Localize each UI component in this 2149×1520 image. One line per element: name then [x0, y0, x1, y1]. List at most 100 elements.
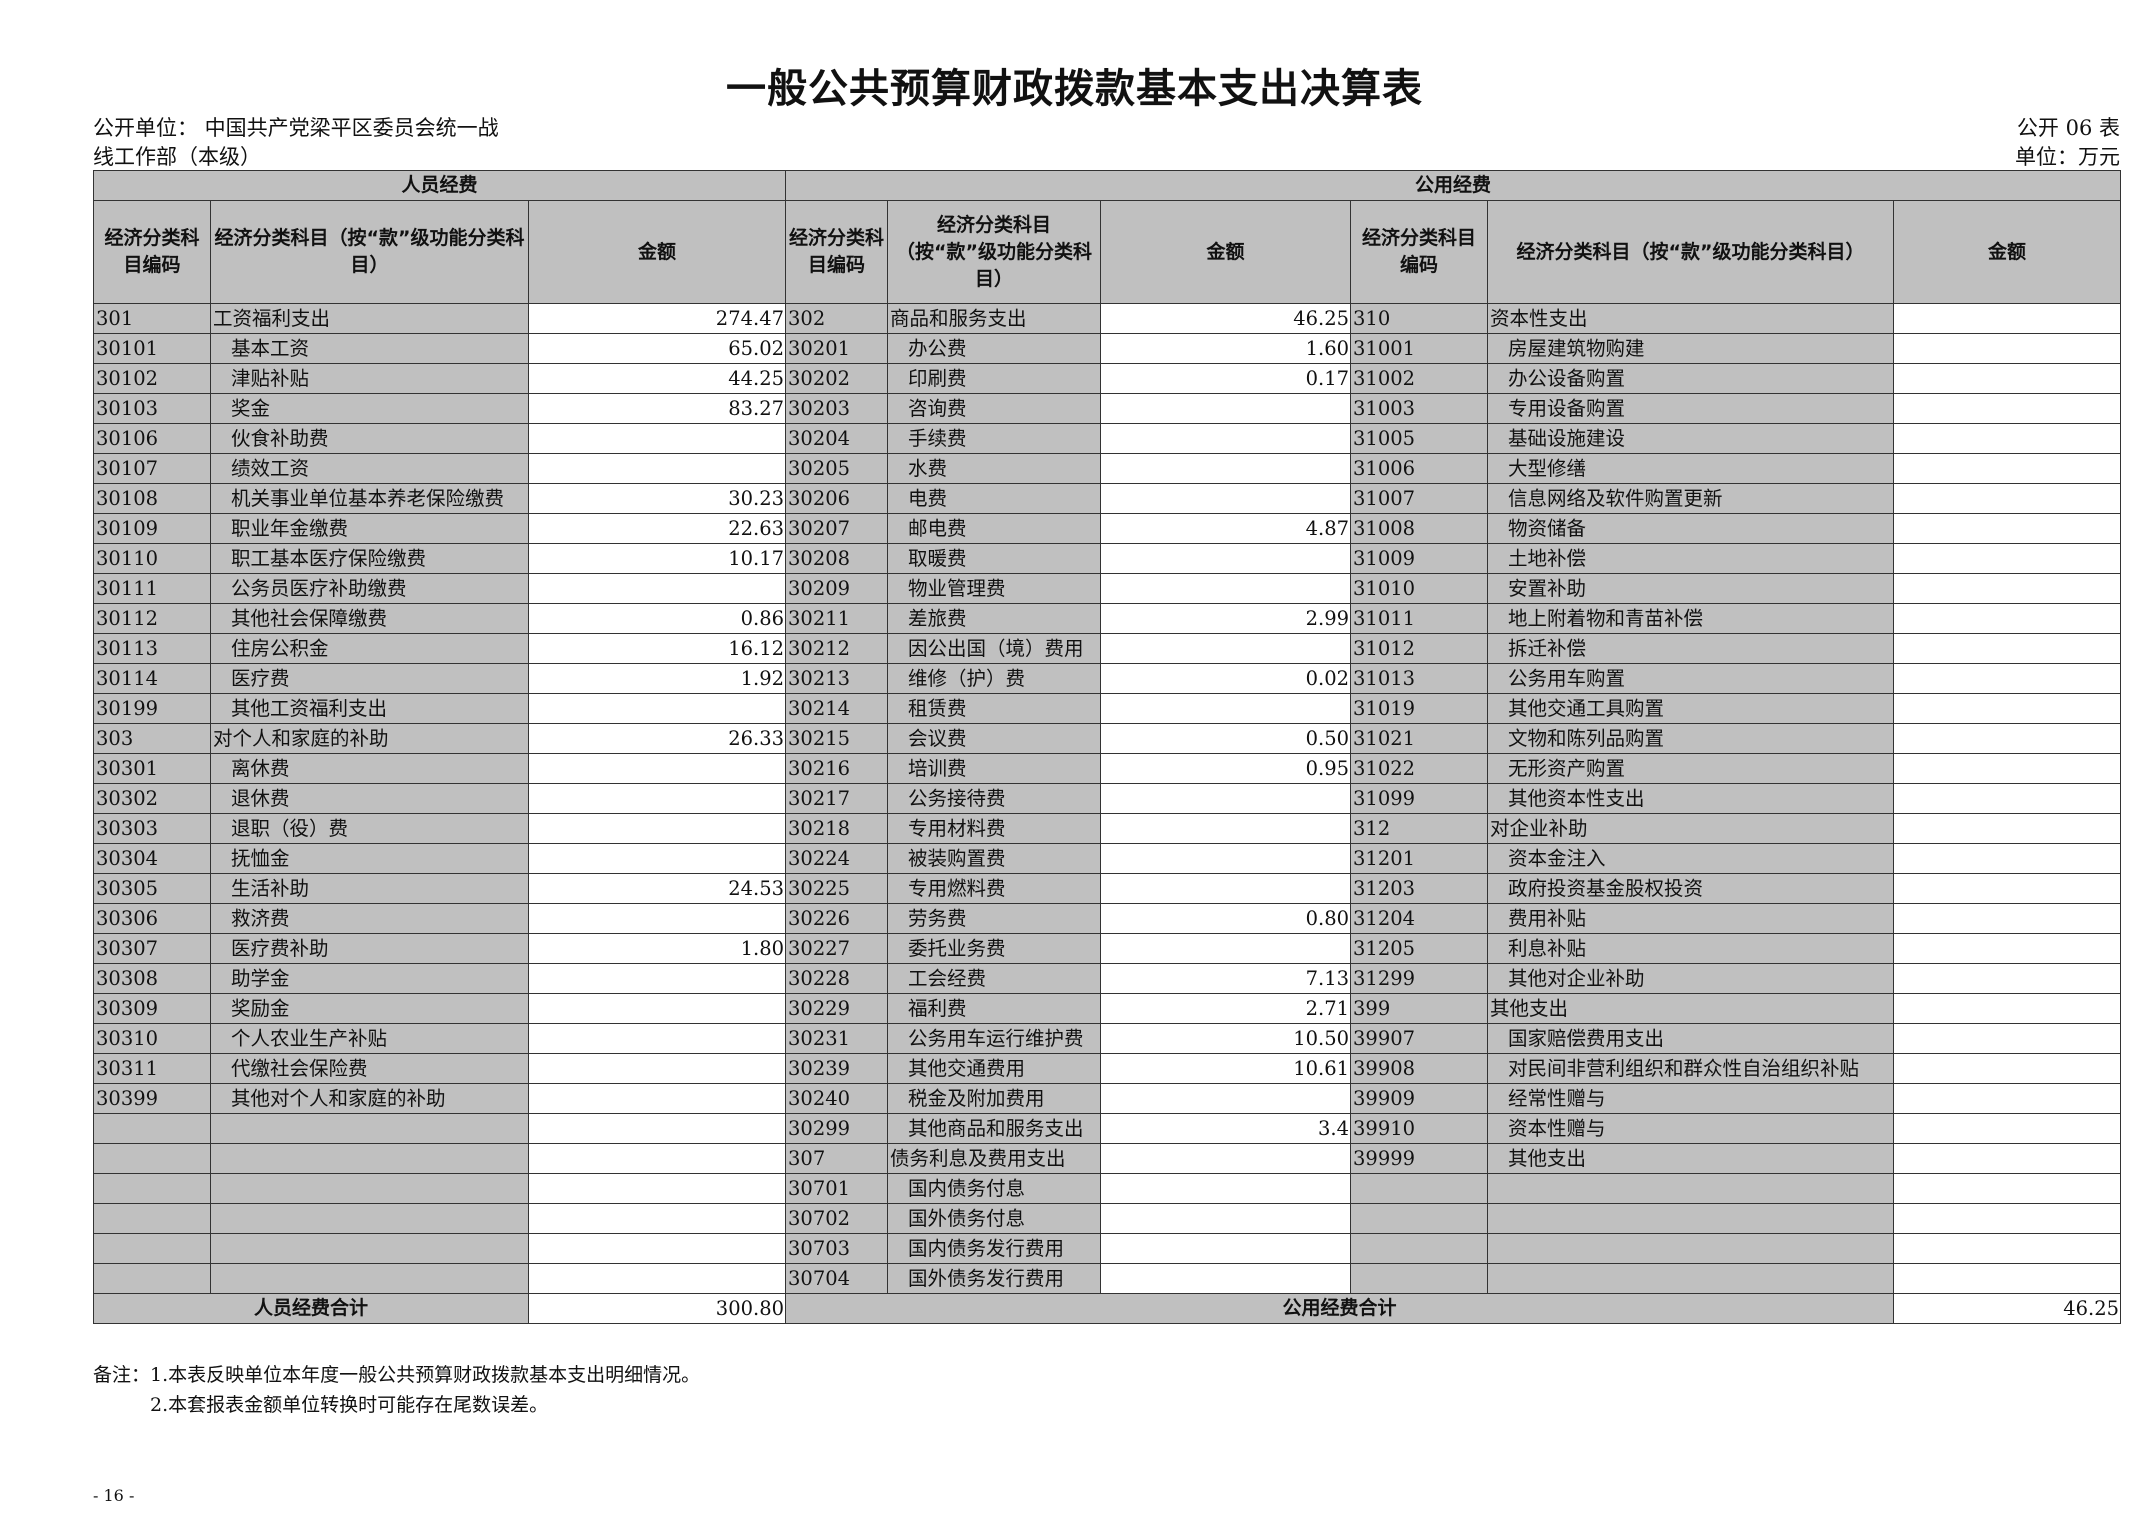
- item-amount: [1100, 423, 1352, 454]
- item-amount: 10.50: [1100, 1023, 1352, 1054]
- item-name: 政府投资基金股权投资: [1487, 873, 1895, 904]
- item-code: 30206: [785, 483, 889, 514]
- expenditure-table: 人员经费 公用经费 经济分类科目编码 经济分类科目（按“款”级功能分类科目） 金…: [92, 170, 2122, 1324]
- item-name: 被装购置费: [887, 843, 1102, 874]
- item-amount: 46.25: [1100, 303, 1352, 334]
- item-name: 租赁费: [887, 693, 1102, 724]
- item-amount: 83.27: [527, 393, 787, 424]
- item-code: 30112: [93, 603, 211, 634]
- header-code: 经济分类科目编码: [785, 200, 889, 304]
- item-name: 其他支出: [1487, 1143, 1895, 1174]
- item-code: 39909: [1350, 1083, 1489, 1114]
- item-code: [93, 1233, 211, 1264]
- item-amount: [1893, 873, 2122, 904]
- item-name: 因公出国（境）费用: [887, 633, 1102, 664]
- item-amount: [1100, 1143, 1352, 1174]
- item-name: 工会经费: [887, 963, 1102, 994]
- item-name: [210, 1173, 529, 1204]
- item-name: 对企业补助: [1487, 813, 1895, 844]
- item-code: 30204: [785, 423, 889, 454]
- item-amount: [1100, 1203, 1352, 1234]
- item-code: 31008: [1350, 513, 1489, 544]
- item-name: 信息网络及软件购置更新: [1487, 483, 1895, 514]
- item-amount: 44.25: [527, 363, 787, 394]
- item-amount: 0.80: [1100, 903, 1352, 934]
- table-row: 30110 职工基本医疗保险缴费 10.17 30208 取暖费 31009 土地补偿: [93, 543, 2122, 574]
- item-amount: 26.33: [527, 723, 787, 754]
- item-amount: [1893, 363, 2122, 394]
- item-code: 30111: [93, 573, 211, 604]
- item-code: 30307: [93, 933, 211, 964]
- item-code: 30113: [93, 633, 211, 664]
- item-amount: 16.12: [527, 633, 787, 664]
- item-amount: [1100, 873, 1352, 904]
- item-name: 土地补偿: [1487, 543, 1895, 574]
- table-row: 30102 津贴补贴 44.25 30202 印刷费 0.17 31002 办公设备购置: [93, 363, 2122, 394]
- item-code: [1350, 1233, 1489, 1264]
- item-amount: [527, 993, 787, 1024]
- item-name: 房屋建筑物购建: [1487, 333, 1895, 364]
- item-amount: [1893, 633, 2122, 664]
- item-code: 30702: [785, 1203, 889, 1234]
- item-amount: [527, 903, 787, 934]
- item-name: 印刷费: [887, 363, 1102, 394]
- item-code: 30704: [785, 1263, 889, 1294]
- item-amount: [1100, 693, 1352, 724]
- table-row: 30308 助学金 30228 工会经费 7.13 31299 其他对企业补助: [93, 963, 2122, 994]
- header-name: 经济分类科目（按“款”级功能分类科目）: [210, 200, 529, 304]
- item-amount: [1893, 723, 2122, 754]
- header-name: 经济分类科目（按“款”级功能分类科目）: [887, 200, 1102, 304]
- item-code: 30304: [93, 843, 211, 874]
- item-name: 物资储备: [1487, 513, 1895, 544]
- item-code: 30212: [785, 633, 889, 664]
- item-name: [210, 1263, 529, 1294]
- table-row: 30301 离休费 30216 培训费 0.95 31022 无形资产购置: [93, 753, 2122, 784]
- item-code: 39908: [1350, 1053, 1489, 1084]
- item-amount: [527, 1083, 787, 1114]
- table-row: 30399 其他对个人和家庭的补助 30240 税金及附加费用 39909 经常性赠与: [93, 1083, 2122, 1114]
- item-code: 30703: [785, 1233, 889, 1264]
- item-name: 利息补贴: [1487, 933, 1895, 964]
- item-amount: [527, 843, 787, 874]
- item-amount: [1100, 813, 1352, 844]
- table-row: 30299 其他商品和服务支出 3.4 39910 资本性赠与: [93, 1113, 2122, 1144]
- item-code: 399: [1350, 993, 1489, 1024]
- item-code: 30208: [785, 543, 889, 574]
- table-row: 30307 医疗费补助 1.80 30227 委托业务费 31205 利息补贴: [93, 933, 2122, 964]
- item-name: 资本金注入: [1487, 843, 1895, 874]
- table-row: 30109 职业年金缴费 22.63 30207 邮电费 4.87 31008 物资储备: [93, 513, 2122, 544]
- item-amount: 24.53: [527, 873, 787, 904]
- item-code: [93, 1113, 211, 1144]
- item-amount: [527, 813, 787, 844]
- item-name: 专用燃料费: [887, 873, 1102, 904]
- item-name: 培训费: [887, 753, 1102, 784]
- item-code: 30308: [93, 963, 211, 994]
- item-code: 31012: [1350, 633, 1489, 664]
- item-amount: 30.23: [527, 483, 787, 514]
- header-public: 公用经费: [785, 170, 2122, 201]
- item-code: 30211: [785, 603, 889, 634]
- item-amount: [1893, 423, 2122, 454]
- item-name: 物业管理费: [887, 573, 1102, 604]
- item-amount: [1893, 1203, 2122, 1234]
- table-row: 30310 个人农业生产补贴 30231 公务用车运行维护费 10.50 39907 国家赔…: [93, 1023, 2122, 1054]
- item-code: 30209: [785, 573, 889, 604]
- item-code: 39999: [1350, 1143, 1489, 1174]
- item-amount: [527, 783, 787, 814]
- item-code: 39907: [1350, 1023, 1489, 1054]
- public-total-label: 公用经费合计: [785, 1293, 1895, 1324]
- item-name: [210, 1113, 529, 1144]
- item-amount: 2.99: [1100, 603, 1352, 634]
- item-name: 邮电费: [887, 513, 1102, 544]
- item-code: 30228: [785, 963, 889, 994]
- item-amount: [527, 1263, 787, 1294]
- item-name: 医疗费: [210, 663, 529, 694]
- item-code: 30199: [93, 693, 211, 724]
- item-amount: [1893, 1083, 2122, 1114]
- item-code: 30213: [785, 663, 889, 694]
- item-amount: [1893, 573, 2122, 604]
- item-name: 抚恤金: [210, 843, 529, 874]
- table-row: 301 工资福利支出 274.47 302 商品和服务支出 46.25 310 资本性支出: [93, 303, 2122, 334]
- item-amount: [1893, 993, 2122, 1024]
- item-amount: [1100, 1173, 1352, 1204]
